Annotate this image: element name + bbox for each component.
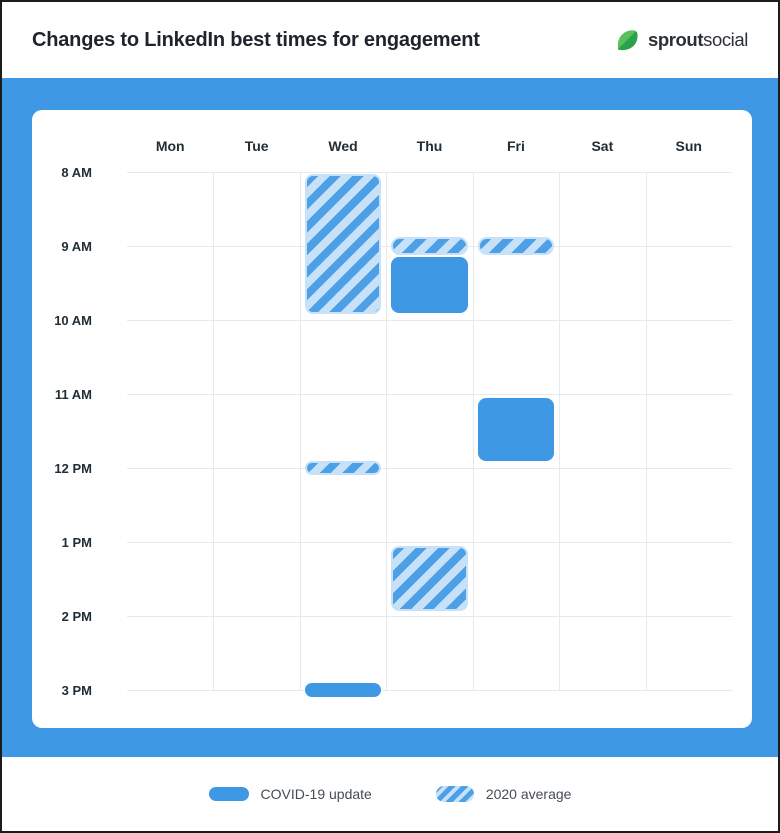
- time-label-2pm: 2 PM: [61, 609, 92, 624]
- block-solid-thu: [391, 257, 468, 313]
- day-label-tue: Tue: [244, 138, 269, 154]
- day-label-fri: Fri: [506, 138, 525, 154]
- gridline-v-mon-tue: [213, 172, 215, 690]
- gridline-h-10am: [127, 320, 732, 321]
- sprout-leaf-icon: [617, 29, 638, 50]
- time-label-1pm: 1 PM: [61, 535, 92, 550]
- brand-logo: sproutsocial: [614, 27, 748, 54]
- gridline-v-wed-thu: [386, 172, 388, 690]
- legend-swatch-hatched: [435, 786, 474, 802]
- brand-name-regular: social: [703, 29, 748, 50]
- legend-item-2020-average: 2020 average: [435, 786, 572, 802]
- day-label-wed: Wed: [328, 138, 358, 154]
- gridline-h-11am: [127, 394, 732, 395]
- gridline-h-2pm: [127, 616, 732, 617]
- page-title: Changes to LinkedIn best times for engag…: [32, 28, 480, 51]
- legend-bar: COVID-19 update 2020 average: [2, 757, 778, 831]
- legend-swatch-solid: [208, 787, 249, 801]
- day-label-thu: Thu: [416, 138, 443, 154]
- block-hatched-thu: [391, 545, 468, 611]
- block-solid-fri: [477, 397, 555, 461]
- chart-card: Mon Tue Wed Thu Fri Sat Sun 8 AM 9 AM 10 AM 11 AM…: [32, 110, 752, 728]
- legend-item-covid-19-update: COVID-19 update: [208, 786, 372, 802]
- schedule-grid: [127, 172, 732, 698]
- day-label-sun: Sun: [675, 138, 702, 154]
- legend-label: COVID-19 update: [260, 786, 372, 802]
- gridline-v-fri-sat: [559, 172, 561, 690]
- time-label-12pm: 12 PM: [54, 461, 92, 476]
- time-label-8am: 8 AM: [61, 165, 92, 180]
- day-label-mon: Mon: [155, 138, 185, 154]
- block-hatched-wed: [304, 174, 382, 315]
- gridline-v-sat-sun: [645, 172, 647, 690]
- legend-label: 2020 average: [485, 786, 572, 802]
- gridline-h-12pm: [127, 468, 732, 469]
- block-solid-wed-marker: [304, 682, 382, 698]
- gridline-v-tue-wed: [299, 172, 301, 690]
- day-label-sat: Sat: [591, 138, 614, 154]
- gridline-h-3pm: [127, 690, 732, 691]
- leaf-dark-half: [617, 29, 638, 50]
- brand-wordmark: sproutsocial: [648, 29, 748, 51]
- header-bar: Changes to LinkedIn best times for engag…: [2, 2, 778, 78]
- gridline-v-thu-fri: [472, 172, 474, 690]
- brand-name-bold: sprout: [647, 29, 704, 50]
- block-hatched-wed-marker: [304, 460, 382, 476]
- time-label-3pm: 3 PM: [61, 683, 92, 698]
- gridline-h-1pm: [127, 542, 732, 543]
- time-label-10am: 10 AM: [54, 313, 92, 328]
- time-label-11am: 11 AM: [54, 387, 92, 402]
- block-hatched-thu-marker: [391, 237, 468, 255]
- block-hatched-fri-marker: [477, 237, 555, 255]
- time-label-9am: 9 AM: [61, 239, 92, 254]
- gridline-h-8am: [127, 172, 732, 173]
